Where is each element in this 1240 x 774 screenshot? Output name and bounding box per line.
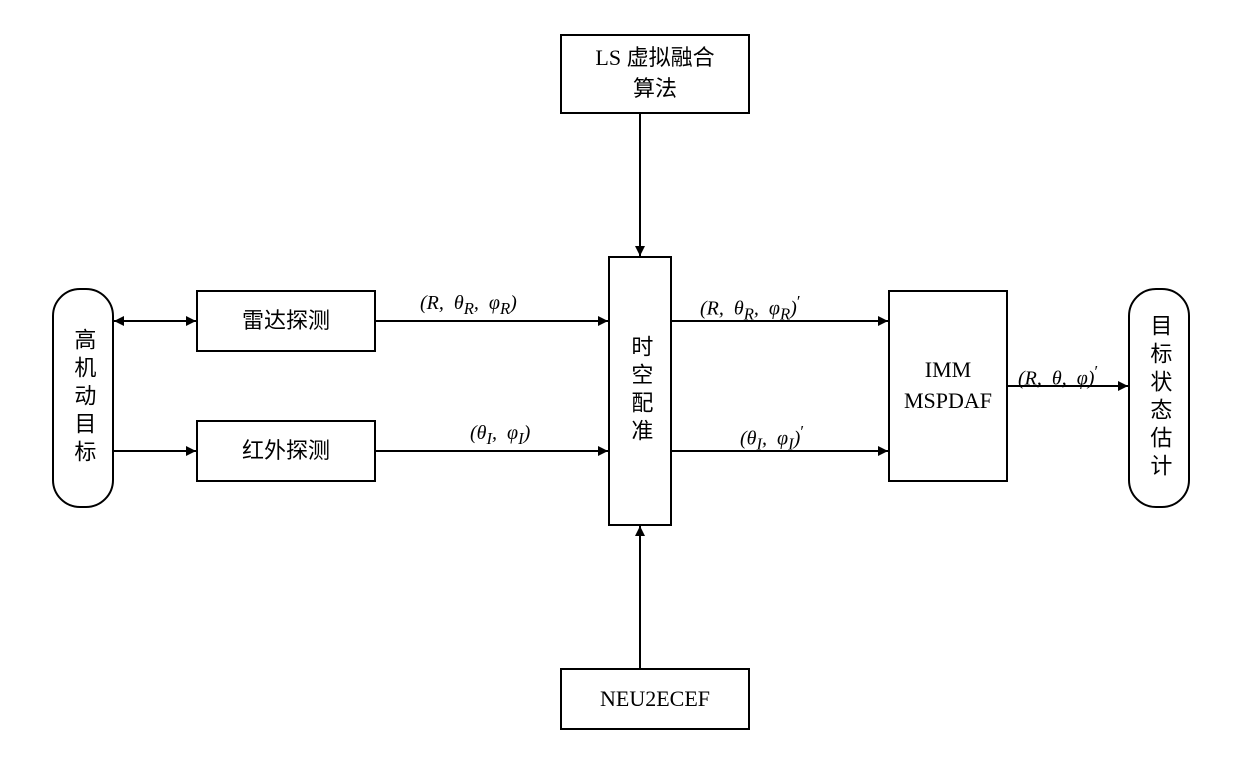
edge-label-ir-out: (θI, φI) [470,422,530,449]
node-target-label: 高机动目标 [68,328,99,468]
edge-label-radar-out: (R, θR, φR) [420,292,517,319]
node-estimate-label: 目标状态估计 [1144,314,1175,482]
node-target: 高机动目标 [52,288,114,508]
node-align: 时空配准 [608,256,672,526]
node-infrared-label: 红外探测 [242,436,330,467]
node-infrared: 红外探测 [196,420,376,482]
node-radar: 雷达探测 [196,290,376,352]
edge-label-ir-prime: (θI, φI)′ [740,422,804,455]
edge-label-radar-prime: (R, θR, φR)′ [700,292,801,325]
node-estimate: 目标状态估计 [1128,288,1190,508]
node-radar-label: 雷达探测 [242,306,330,337]
node-imm: IMMMSPDAF [888,290,1008,482]
node-neu: NEU2ECEF [560,668,750,730]
node-ls: LS 虚拟融合算法 [560,34,750,114]
edge-label-final: (R, θ, φ)′ [1018,362,1098,391]
node-imm-label: IMMMSPDAF [904,355,992,417]
node-neu-label: NEU2ECEF [600,684,710,715]
node-align-label: 时空配准 [625,335,656,447]
node-ls-label: LS 虚拟融合算法 [595,43,714,105]
